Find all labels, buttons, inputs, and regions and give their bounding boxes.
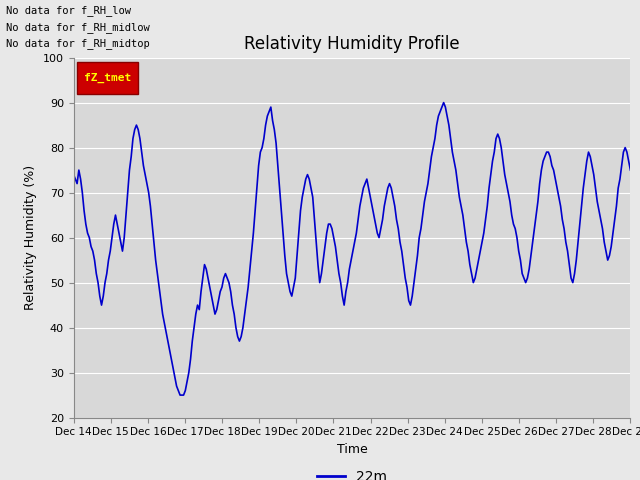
Text: fZ_tmet: fZ_tmet (84, 73, 131, 83)
Legend: 22m: 22m (312, 465, 392, 480)
Text: No data for f_RH_midlow: No data for f_RH_midlow (6, 22, 150, 33)
Title: Relativity Humidity Profile: Relativity Humidity Profile (244, 35, 460, 53)
X-axis label: Time: Time (337, 443, 367, 456)
Text: No data for f_RH_low: No data for f_RH_low (6, 5, 131, 16)
Y-axis label: Relativity Humidity (%): Relativity Humidity (%) (24, 165, 37, 310)
Text: No data for f_RH_midtop: No data for f_RH_midtop (6, 38, 150, 49)
